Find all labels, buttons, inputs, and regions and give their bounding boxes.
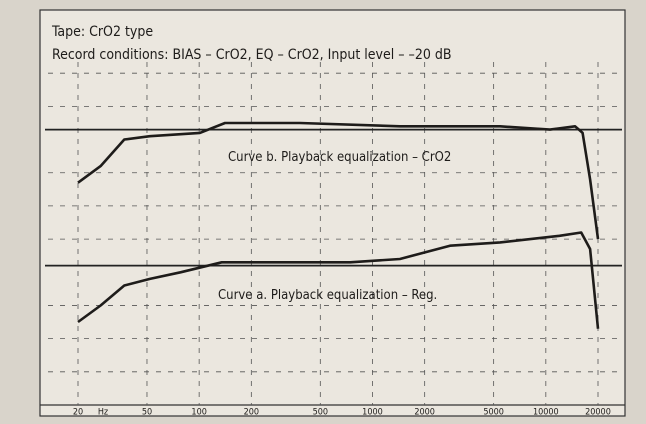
- chart-title: Tape: CrO2 type: [51, 24, 153, 40]
- frame: [39, 9, 626, 417]
- x-tick-label: 10000: [533, 408, 559, 418]
- curve: [77, 121, 600, 240]
- x-tick-label: 1000: [362, 408, 383, 418]
- x-tick-label: 100: [191, 408, 206, 418]
- curve-label: Curve a. Playback equalization – Reg.: [218, 288, 437, 303]
- x-tick-label: 20: [73, 408, 83, 418]
- x-tick-label: 2000: [414, 408, 435, 418]
- chart-subtitle: Record conditions: BIAS – CrO2, EQ – CrO…: [52, 47, 452, 63]
- x-tick-label: 50: [142, 408, 152, 418]
- x-tick-label: 20000: [585, 408, 611, 418]
- x-unit-label: Hz: [98, 408, 108, 418]
- curve-label: Curve b. Playback equalization – CrO2: [228, 150, 451, 165]
- x-tick-label: 500: [313, 408, 328, 418]
- x-tick-label: 200: [244, 408, 259, 418]
- curve: [77, 231, 600, 329]
- x-tick-label: 5000: [483, 408, 504, 418]
